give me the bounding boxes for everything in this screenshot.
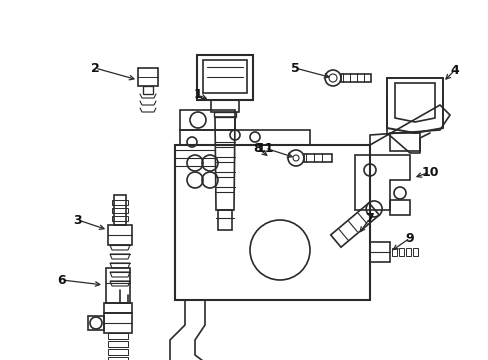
- Bar: [108, 349, 128, 355]
- Text: 4: 4: [450, 63, 458, 77]
- Text: 3: 3: [74, 213, 82, 226]
- Bar: [108, 357, 128, 360]
- Bar: [142, 86, 153, 94]
- Bar: [112, 208, 128, 213]
- Bar: [106, 268, 130, 303]
- Bar: [391, 248, 396, 256]
- Bar: [112, 200, 128, 205]
- Text: 7: 7: [365, 211, 374, 225]
- Text: 6: 6: [58, 274, 66, 287]
- Text: 10: 10: [420, 166, 438, 179]
- Bar: [412, 248, 417, 256]
- Bar: [340, 74, 370, 82]
- Text: 11: 11: [256, 141, 273, 154]
- Bar: [405, 248, 410, 256]
- Bar: [108, 333, 128, 339]
- Bar: [108, 225, 132, 245]
- Text: 2: 2: [90, 62, 99, 75]
- Text: 5: 5: [290, 62, 299, 75]
- Bar: [114, 195, 126, 225]
- Text: 1: 1: [193, 89, 202, 102]
- Bar: [210, 100, 239, 112]
- Bar: [104, 303, 132, 313]
- Bar: [218, 210, 231, 230]
- Text: 8: 8: [253, 141, 262, 154]
- Bar: [214, 112, 236, 117]
- Bar: [112, 216, 128, 221]
- Bar: [304, 154, 331, 162]
- Text: 9: 9: [405, 231, 413, 244]
- Bar: [398, 248, 403, 256]
- Bar: [108, 341, 128, 347]
